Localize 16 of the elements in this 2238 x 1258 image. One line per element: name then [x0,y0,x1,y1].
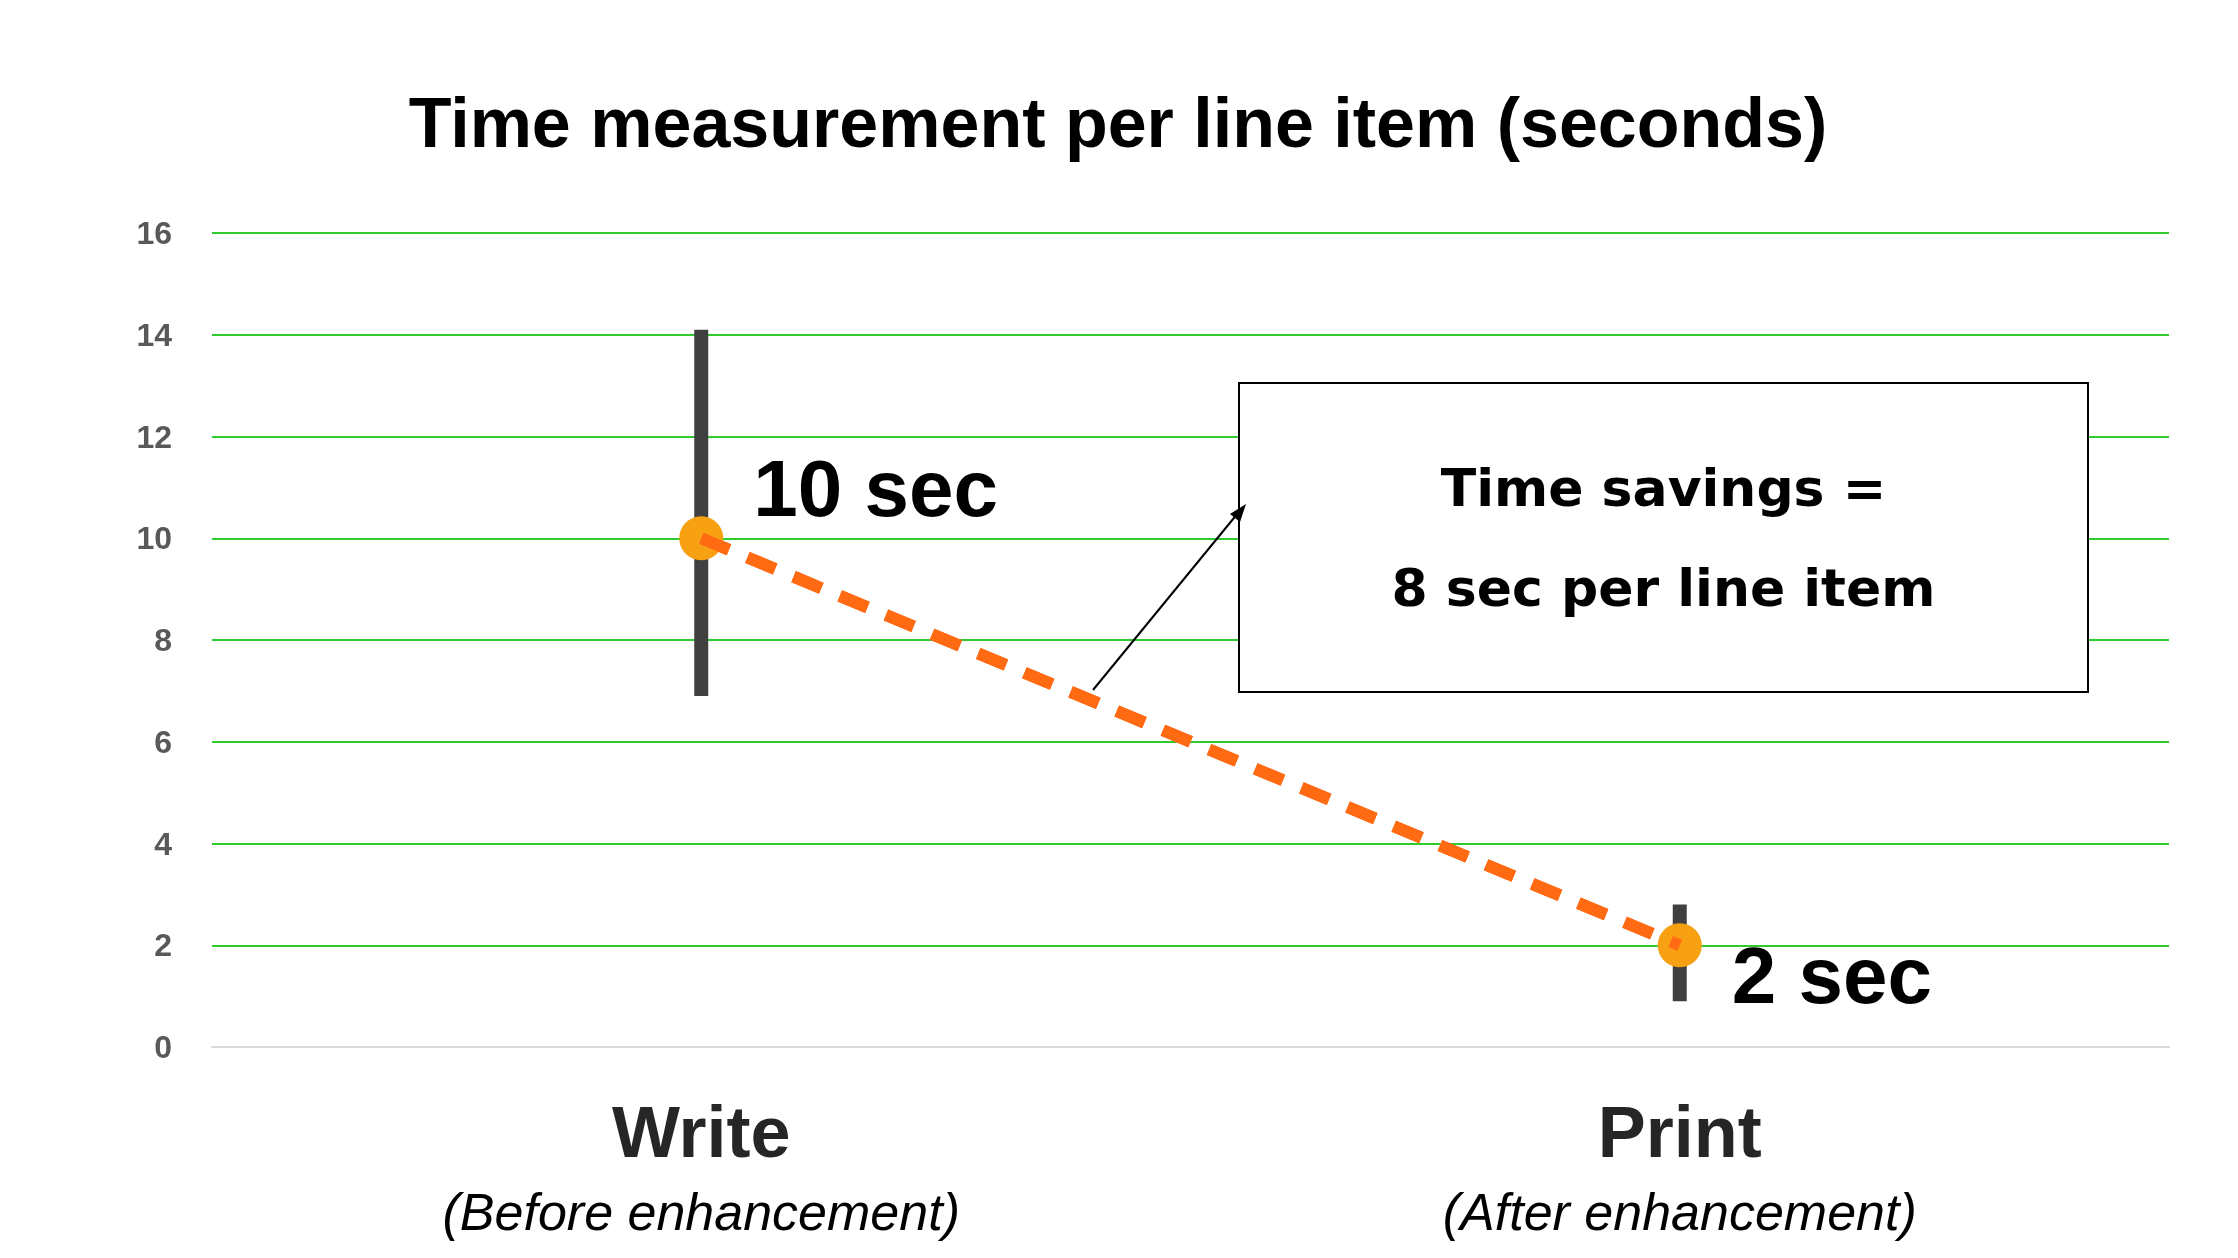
data-label: 10 sec [753,443,998,533]
data-label: 2 sec [1731,930,1932,1020]
y-tick-label: 0 [154,1029,172,1065]
annotation: Time savings = 8 sec per line item [1391,456,1936,620]
text-box: Time savings = 8 sec per line item [1238,382,2089,693]
y-tick-label: 14 [136,316,173,353]
y-tick-label: 16 [136,215,172,251]
y-tick-label: 12 [136,418,172,455]
x-tick-label: Write (Before enhancement) [442,1092,960,1241]
y-tick-label: 2 [154,927,172,964]
y-tick-label: 8 [154,622,172,658]
y-tick-label: 10 [136,520,172,557]
y-tick-label: 4 [154,825,173,862]
chart-title: Time measurement per line item (seconds) [408,84,1828,162]
x-tick-label: Print (After enhancement) [1442,1092,1917,1241]
y-tick-label: 6 [154,723,172,760]
